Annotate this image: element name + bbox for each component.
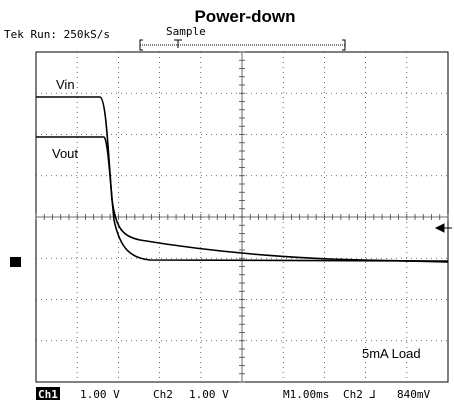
ch2: Ch2 [153, 388, 173, 401]
ch1: Ch1 [38, 388, 58, 401]
ch1-scale: 1.00 V [80, 388, 120, 401]
acq-mode: Sample [166, 25, 206, 38]
vout-trace [36, 136, 449, 262]
timebase: M1.00ms [283, 388, 329, 401]
vin-label: Vin [56, 77, 75, 92]
vout-label: Vout [52, 146, 78, 161]
ch2-scale: 1.00 V [189, 388, 229, 401]
status: Tek Run: 250kS/s [4, 28, 110, 41]
trigger-source: Ch2 ⅃ [343, 388, 376, 401]
load-label: 5mA Load [362, 346, 421, 361]
graticule [35, 51, 449, 383]
traces [36, 96, 449, 263]
trigger-level: 840mV [397, 388, 430, 401]
ch-marker [10, 257, 21, 267]
trigger-level-arrow [434, 223, 452, 233]
title: Power-down [194, 7, 295, 26]
trigger-bracket [139, 39, 346, 51]
ch1-badge [36, 387, 60, 400]
